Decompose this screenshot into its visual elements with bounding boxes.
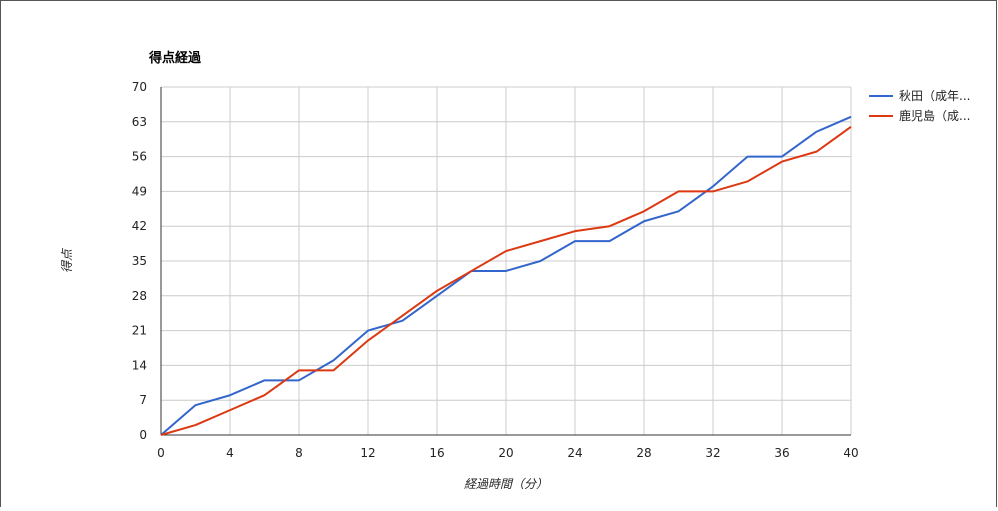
legend-label-1: 秋田（成年... <box>899 89 970 103</box>
y-tick-label: 63 <box>132 115 147 129</box>
gridlines <box>161 86 852 435</box>
x-tick-label: 0 <box>157 446 165 460</box>
x-tick-label: 40 <box>843 446 858 460</box>
y-tick-label: 70 <box>132 80 147 94</box>
x-tick-label: 4 <box>226 446 234 460</box>
y-tick-label: 56 <box>132 150 147 164</box>
y-tick-label: 42 <box>132 219 147 233</box>
y-tick-label: 28 <box>132 289 147 303</box>
x-tick-label: 12 <box>360 446 375 460</box>
x-tick-label: 16 <box>429 446 444 460</box>
series-line-1 <box>160 115 852 436</box>
legend: 秋田（成年... 鹿児島（成... <box>869 89 970 123</box>
axes <box>160 87 851 436</box>
x-tick-label: 20 <box>498 446 513 460</box>
series-line-2 <box>160 125 852 436</box>
y-tick-label: 35 <box>132 254 147 268</box>
x-tick-label: 36 <box>774 446 789 460</box>
y-tick-label: 7 <box>139 393 147 407</box>
y-tick-label: 21 <box>132 324 147 338</box>
y-tick-label: 0 <box>139 428 147 442</box>
x-axis-label: 経過時間（分） <box>464 477 548 491</box>
x-tick-label: 8 <box>295 446 303 460</box>
y-tick-label: 14 <box>132 358 147 372</box>
series-lines <box>160 115 852 436</box>
x-tick-label: 24 <box>567 446 582 460</box>
y-axis-label: 得点 <box>60 247 74 273</box>
y-tick-label: 49 <box>132 184 147 198</box>
x-tick-label: 28 <box>636 446 651 460</box>
tick-labels: 0 7 14 21 28 35 42 49 56 63 70 0 4 8 12 16 20 24 28 32 36 40 <box>132 80 859 460</box>
x-tick-label: 32 <box>705 446 720 460</box>
chart-title: 得点経過 <box>148 50 202 66</box>
legend-label-2: 鹿児島（成... <box>899 108 970 123</box>
